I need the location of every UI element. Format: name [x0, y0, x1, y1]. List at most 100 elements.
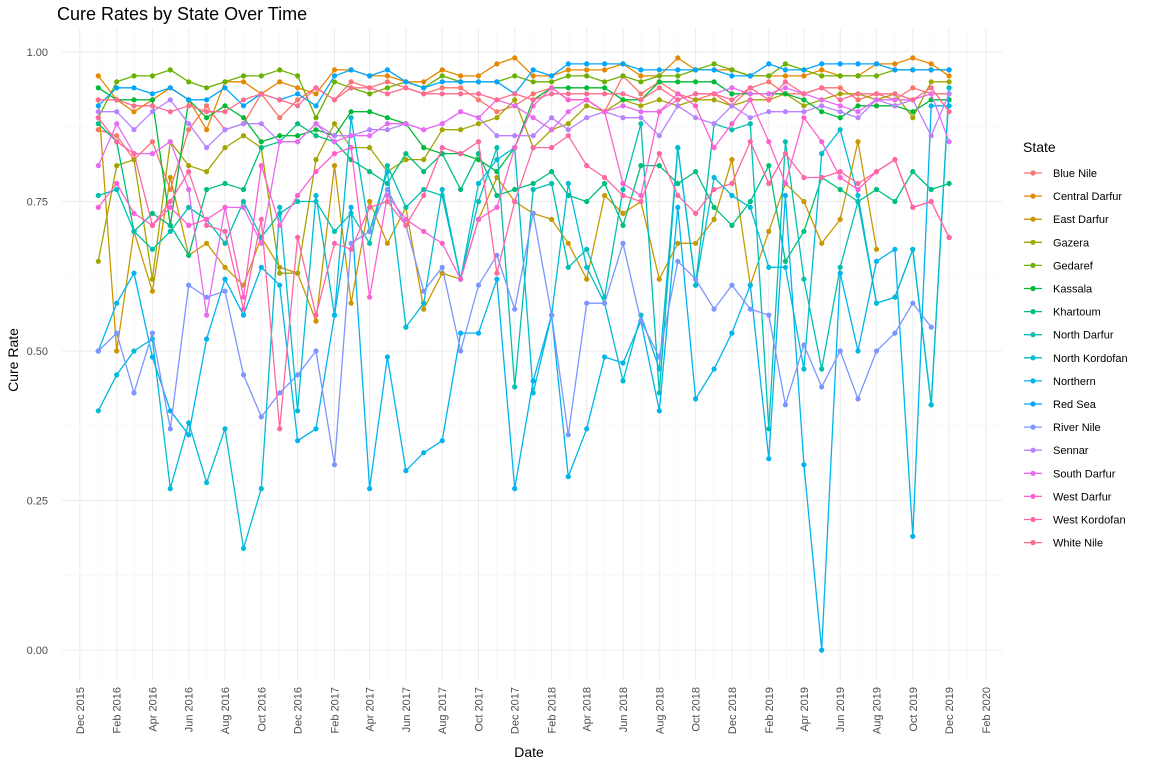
- data-point: [384, 192, 390, 199]
- data-point: [331, 139, 338, 145]
- data-point: [313, 91, 319, 97]
- data-point: [801, 462, 807, 468]
- data-point: [421, 306, 427, 312]
- data-point: [584, 300, 590, 306]
- data-point: [602, 300, 608, 306]
- data-point: [295, 133, 301, 139]
- data-point: [331, 240, 338, 246]
- data-point: [258, 139, 264, 145]
- data-point: [439, 67, 445, 73]
- data-point: [711, 204, 717, 210]
- legend-key-point: [1030, 401, 1036, 407]
- data-point: [549, 216, 555, 222]
- series-line: [97, 99, 878, 352]
- data-point: [910, 109, 916, 115]
- data-point: [494, 145, 500, 151]
- data-point: [186, 432, 192, 438]
- data-point: [439, 145, 445, 151]
- legend-item: Central Darfur: [1024, 191, 1122, 203]
- data-point: [530, 79, 536, 85]
- data-point: [801, 115, 807, 121]
- data-point: [873, 73, 880, 79]
- data-point: [656, 109, 662, 115]
- data-point: [149, 151, 155, 157]
- data-point: [873, 97, 880, 103]
- data-point: [910, 115, 916, 121]
- data-point: [801, 109, 807, 115]
- data-point: [711, 61, 717, 67]
- data-point: [620, 378, 626, 384]
- data-point: [494, 109, 500, 115]
- data-point: [747, 91, 753, 97]
- data-point: [403, 151, 409, 157]
- series-line: [97, 63, 950, 107]
- data-point: [421, 85, 427, 91]
- data-point: [512, 103, 518, 109]
- data-point: [549, 73, 555, 79]
- data-point: [892, 330, 898, 336]
- data-point: [313, 115, 319, 121]
- data-point: [258, 163, 264, 169]
- data-point: [277, 426, 283, 432]
- data-point: [873, 61, 880, 67]
- data-point: [766, 91, 772, 97]
- data-point: [675, 192, 681, 199]
- chart-title: Cure Rates by State Over Time: [57, 4, 307, 24]
- data-point: [693, 91, 699, 97]
- legend-item: North Darfur: [1024, 330, 1114, 342]
- data-point: [149, 139, 155, 145]
- y-tick-label: 0.25: [27, 496, 48, 508]
- data-point: [458, 79, 464, 85]
- data-point: [766, 163, 772, 169]
- data-point: [258, 91, 264, 97]
- data-point: [946, 79, 952, 85]
- data-point: [439, 73, 445, 79]
- legend-label: Khartoum: [1053, 307, 1101, 319]
- legend-label: East Darfur: [1053, 214, 1109, 226]
- data-point: [801, 276, 807, 282]
- data-point: [638, 115, 644, 121]
- data-point: [530, 73, 536, 79]
- series-line: [97, 105, 950, 651]
- data-point: [819, 240, 825, 246]
- data-point: [711, 121, 717, 127]
- data-point: [512, 486, 518, 492]
- data-point: [367, 240, 373, 246]
- data-point: [946, 180, 952, 187]
- data-point: [512, 73, 518, 79]
- data-point: [747, 97, 753, 103]
- data-point: [711, 91, 717, 97]
- data-point: [837, 97, 843, 103]
- series-line: [97, 63, 950, 120]
- data-point: [384, 115, 390, 121]
- series-line: [97, 87, 950, 549]
- data-point: [421, 228, 427, 234]
- data-point: [819, 151, 825, 157]
- data-point: [222, 288, 228, 294]
- data-point: [186, 97, 192, 103]
- data-point: [313, 426, 319, 432]
- data-point: [892, 91, 898, 97]
- data-point: [729, 73, 735, 79]
- data-point: [766, 61, 772, 67]
- data-point: [258, 264, 264, 270]
- data-point: [729, 85, 735, 91]
- data-point: [204, 97, 210, 103]
- data-point: [204, 480, 210, 486]
- data-point: [782, 109, 789, 115]
- data-point: [240, 204, 247, 210]
- data-point: [439, 240, 445, 246]
- data-point: [675, 258, 681, 264]
- data-point: [747, 121, 753, 127]
- data-point: [439, 186, 445, 193]
- legend-label: Blue Nile: [1053, 168, 1097, 180]
- legend-item: Blue Nile: [1024, 168, 1097, 180]
- x-tick-label: Aug 2019: [871, 687, 883, 734]
- data-point: [855, 186, 861, 193]
- data-point: [711, 145, 717, 151]
- data-point: [331, 97, 338, 103]
- data-point: [512, 91, 518, 97]
- data-point: [946, 103, 952, 109]
- data-point: [946, 91, 952, 97]
- data-point: [620, 91, 626, 97]
